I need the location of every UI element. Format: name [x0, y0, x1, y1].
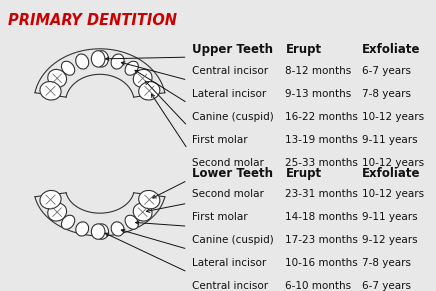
Text: 6-7 years: 6-7 years — [361, 66, 411, 76]
Text: 9-11 years: 9-11 years — [361, 212, 417, 222]
Ellipse shape — [48, 203, 67, 221]
Text: Central incisor: Central incisor — [192, 281, 269, 291]
Ellipse shape — [139, 190, 160, 209]
Text: 10-16 months: 10-16 months — [286, 258, 358, 268]
Text: Lateral incisor: Lateral incisor — [192, 89, 267, 99]
Ellipse shape — [111, 54, 124, 69]
Text: First molar: First molar — [192, 212, 248, 222]
Text: 10-12 years: 10-12 years — [361, 189, 424, 199]
Ellipse shape — [40, 81, 61, 100]
Text: Second molar: Second molar — [192, 158, 264, 168]
Text: Canine (cuspid): Canine (cuspid) — [192, 112, 274, 122]
Text: 9-12 years: 9-12 years — [361, 235, 417, 245]
Text: 7-8 years: 7-8 years — [361, 258, 411, 268]
Text: Central incisor: Central incisor — [192, 66, 269, 76]
Text: Canine (cuspid): Canine (cuspid) — [192, 235, 274, 245]
Text: Erupt: Erupt — [286, 43, 322, 56]
Ellipse shape — [91, 51, 105, 67]
Text: 23-31 months: 23-31 months — [286, 189, 358, 199]
Text: 8-12 months: 8-12 months — [286, 66, 352, 76]
Ellipse shape — [48, 69, 67, 87]
Ellipse shape — [61, 61, 75, 75]
Text: 17-23 months: 17-23 months — [286, 235, 358, 245]
Ellipse shape — [133, 69, 152, 87]
Text: Lateral incisor: Lateral incisor — [192, 258, 267, 268]
Ellipse shape — [61, 215, 75, 229]
Text: 25-33 months: 25-33 months — [286, 158, 358, 168]
Text: Second molar: Second molar — [192, 189, 264, 199]
Text: First molar: First molar — [192, 135, 248, 145]
Ellipse shape — [133, 203, 152, 221]
Text: 14-18 months: 14-18 months — [286, 212, 358, 222]
Text: Exfoliate: Exfoliate — [361, 43, 420, 56]
Text: PRIMARY DENTITION: PRIMARY DENTITION — [8, 13, 177, 28]
Ellipse shape — [91, 224, 105, 239]
Text: 7-8 years: 7-8 years — [361, 89, 411, 99]
Text: Upper Teeth: Upper Teeth — [192, 43, 273, 56]
Text: Erupt: Erupt — [286, 166, 322, 180]
Ellipse shape — [95, 51, 109, 67]
Ellipse shape — [76, 222, 89, 236]
Text: 9-13 months: 9-13 months — [286, 89, 352, 99]
Ellipse shape — [125, 61, 138, 75]
Ellipse shape — [76, 54, 89, 69]
Ellipse shape — [95, 224, 109, 239]
Ellipse shape — [125, 215, 138, 229]
Text: 6-7 years: 6-7 years — [361, 281, 411, 291]
Text: 10-12 years: 10-12 years — [361, 112, 424, 122]
Text: 10-12 years: 10-12 years — [361, 158, 424, 168]
Text: 16-22 months: 16-22 months — [286, 112, 358, 122]
Text: 13-19 months: 13-19 months — [286, 135, 358, 145]
Text: 9-11 years: 9-11 years — [361, 135, 417, 145]
Text: 6-10 months: 6-10 months — [286, 281, 351, 291]
Ellipse shape — [139, 81, 160, 100]
Ellipse shape — [111, 222, 124, 236]
Text: Lower Teeth: Lower Teeth — [192, 166, 273, 180]
Text: Exfoliate: Exfoliate — [361, 166, 420, 180]
Ellipse shape — [40, 190, 61, 209]
